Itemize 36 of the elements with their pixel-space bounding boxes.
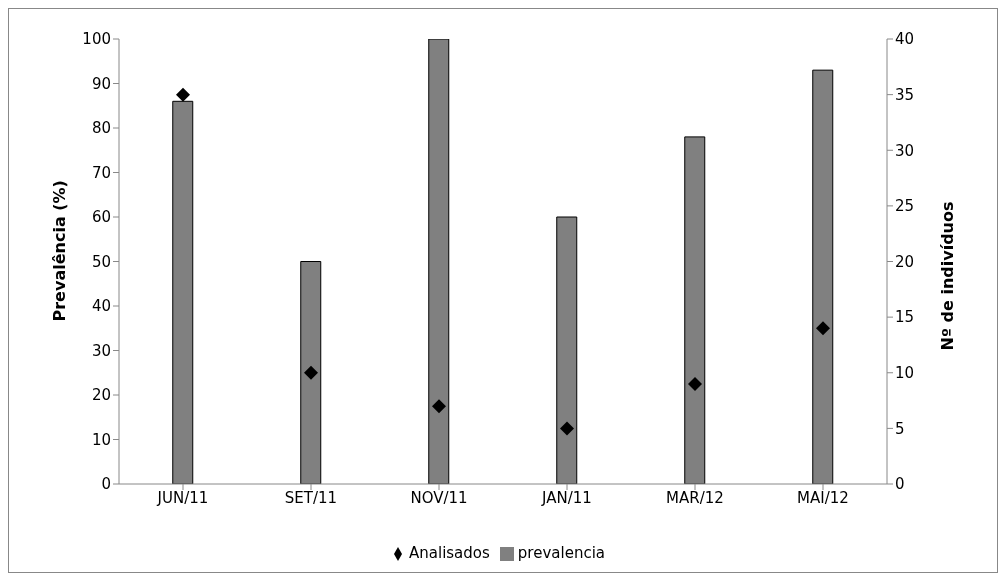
legend-label: prevalencia	[517, 544, 605, 562]
y2-tick-label: 40	[895, 30, 915, 49]
y-tick-label: 20	[91, 386, 111, 405]
x-tick-label: JUN/11	[156, 488, 209, 507]
y-tick-label: 10	[91, 430, 111, 449]
y-axis-title: Prevalência (%)	[49, 180, 69, 322]
y-tick-label: 80	[91, 119, 111, 138]
point	[432, 399, 446, 414]
y-tick-label: 100	[82, 30, 111, 49]
x-tick-label: NOV/11	[410, 488, 468, 507]
legend-label: Analisados	[409, 544, 490, 562]
y-tick-label: 50	[91, 252, 111, 271]
x-tick-label: MAR/12	[666, 488, 724, 507]
point	[176, 87, 190, 102]
point	[304, 365, 318, 380]
y2-tick-label: 30	[895, 141, 915, 160]
y2-tick-label: 15	[895, 308, 915, 327]
y-tick-label: 0	[101, 475, 111, 494]
x-tick-label: SET/11	[284, 488, 338, 507]
y2-axis-title: Nº de indivíduos	[937, 201, 957, 351]
point	[560, 421, 574, 436]
y2-tick-label: 0	[895, 475, 905, 494]
y-tick-label: 40	[91, 297, 111, 316]
y-tick-label: 90	[91, 74, 111, 93]
y2-tick-label: 10	[895, 364, 915, 383]
y2-tick-label: 20	[895, 252, 915, 271]
x-tick-label: MAI/12	[797, 488, 849, 507]
y2-tick-label: 25	[895, 197, 915, 216]
y2-tick-label: 35	[895, 85, 915, 104]
y2-tick-label: 5	[895, 419, 905, 438]
point	[688, 376, 702, 391]
y-tick-label: 70	[91, 163, 111, 182]
y-tick-label: 60	[91, 208, 111, 227]
x-tick-label: JAN/11	[541, 488, 592, 507]
y-tick-label: 30	[91, 341, 111, 360]
point	[816, 321, 830, 336]
